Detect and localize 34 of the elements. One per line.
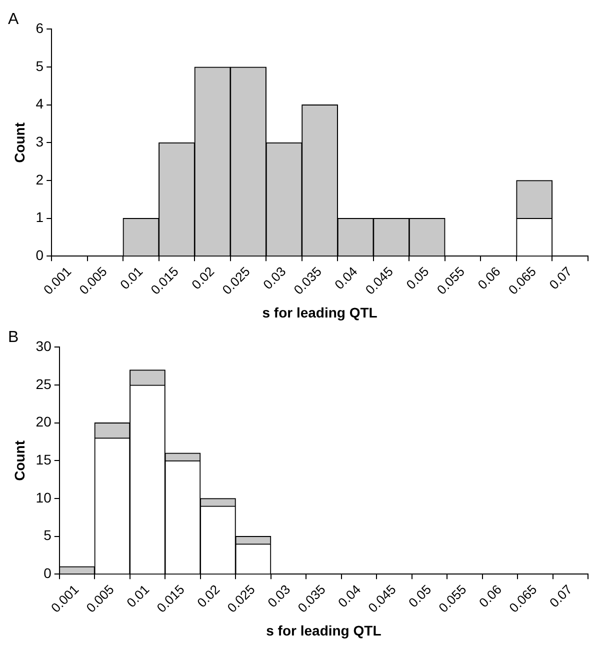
y-tick-label: 3 — [36, 134, 44, 150]
x-tick-label: 0.03 — [264, 582, 294, 610]
y-tick-label: 1 — [36, 209, 44, 226]
y-axis-title: Count — [11, 440, 28, 481]
x-tick-label: 0.01 — [117, 264, 146, 292]
chart-title: A — [8, 11, 19, 28]
y-tick-label: 5 — [36, 58, 44, 74]
x-tick-label: 0.07 — [546, 582, 576, 610]
x-axis-title: s for leading QTL — [266, 622, 382, 638]
y-tick-label: 0 — [36, 247, 44, 264]
y-tick-label: 25 — [36, 376, 52, 392]
chart-title: B — [8, 329, 19, 346]
x-tick-label: 0.02 — [194, 582, 223, 610]
x-tick-label: 0.06 — [474, 264, 504, 292]
y-axis-title: Count — [11, 122, 28, 163]
y-tick-label: 6 — [36, 20, 44, 36]
y-tick-label: 30 — [36, 338, 52, 354]
x-tick-label: 0.07 — [546, 264, 575, 292]
y-tick-label: 0 — [44, 565, 52, 582]
x-tick-label: 0.05 — [403, 264, 432, 292]
x-tick-label: 0.04 — [332, 264, 360, 292]
y-tick-label: 15 — [36, 452, 52, 468]
y-tick-label: 4 — [36, 96, 44, 112]
y-tick-label: 20 — [36, 414, 52, 430]
x-tick-label: 0.04 — [335, 582, 364, 610]
x-axis-title: s for leading QTL — [262, 304, 378, 320]
y-tick-label: 10 — [36, 489, 52, 506]
y-tick-label: 2 — [36, 171, 44, 188]
x-tick-label: 0.02 — [188, 264, 218, 292]
x-tick-label: 0.05 — [406, 582, 434, 610]
x-tick-label: 0.01 — [124, 582, 152, 610]
y-tick-label: 5 — [44, 527, 52, 544]
x-tick-label: 0.03 — [260, 264, 289, 292]
x-tick-label: 0.06 — [476, 582, 505, 610]
